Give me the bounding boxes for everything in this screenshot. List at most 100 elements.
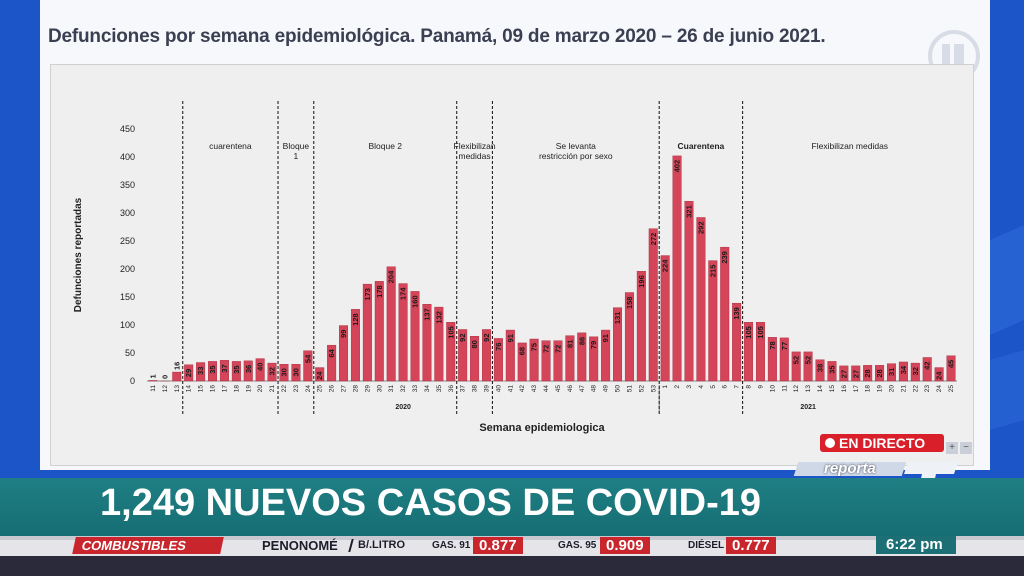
y-tick-label: 250 xyxy=(120,236,135,246)
x-tick-label: 18 xyxy=(233,385,240,393)
bar xyxy=(481,329,491,382)
x-tick-label: 16 xyxy=(210,385,217,393)
bar-value-label: 131 xyxy=(613,312,622,325)
phase-label: Flexibilizan medidas xyxy=(812,141,889,151)
bar xyxy=(172,371,182,382)
x-tick-label: 29 xyxy=(364,385,371,393)
ticker-item-label: GAS. 95 xyxy=(558,540,597,551)
x-tick-label: 5 xyxy=(710,385,717,389)
bar xyxy=(327,344,337,382)
bar-value-label: 32 xyxy=(911,367,920,375)
x-tick-label: 26 xyxy=(329,385,336,393)
bar-value-label: 204 xyxy=(387,270,396,283)
ticker-item-price: 0.909 xyxy=(600,537,650,554)
bar-value-label: 92 xyxy=(482,333,491,341)
x-tick-label: 13 xyxy=(174,385,181,393)
x-tick-label: 38 xyxy=(472,385,479,393)
bar-value-label: 52 xyxy=(792,356,801,364)
x-tick-label: 2 xyxy=(674,385,681,389)
bar xyxy=(196,362,206,382)
x-tick-label: 23 xyxy=(293,385,300,393)
bar-value-label: 105 xyxy=(756,326,765,339)
x-tick-label: 22 xyxy=(281,385,288,393)
bar xyxy=(732,302,742,382)
x-tick-label: 25 xyxy=(317,385,324,393)
bar xyxy=(946,355,956,382)
bar-value-label: 37 xyxy=(220,364,229,372)
x-tick-label: 15 xyxy=(198,385,205,393)
x-tick-label: 9 xyxy=(757,385,764,389)
bar-value-label: 34 xyxy=(899,365,908,374)
brand-word: reporta xyxy=(824,460,876,477)
bar xyxy=(613,307,623,382)
phase-label: Bloque xyxy=(283,141,310,151)
headline: 1,249 NUEVOS CASOS DE COVID-19 xyxy=(100,482,761,524)
bar xyxy=(148,380,158,382)
bar-value-label: 27 xyxy=(839,370,848,378)
bar-value-label: 36 xyxy=(244,365,253,373)
bar xyxy=(767,337,777,382)
x-tick-label: 25 xyxy=(948,385,955,393)
x-tick-label: 13 xyxy=(805,385,812,393)
bar xyxy=(231,361,241,382)
y-tick-label: 300 xyxy=(120,208,135,218)
bar-value-label: 42 xyxy=(923,361,932,369)
x-tick-label: 1 xyxy=(662,385,669,389)
y-axis-label: Defunciones reportadas xyxy=(73,197,84,312)
zoom-in-button[interactable]: + xyxy=(946,442,958,454)
bar-value-label: 91 xyxy=(601,334,610,342)
bar xyxy=(779,337,789,382)
bar xyxy=(529,338,539,382)
x-tick-label: 4 xyxy=(698,385,705,389)
bar-value-label: 78 xyxy=(768,341,777,349)
bar-value-label: 77 xyxy=(780,342,789,350)
bar-value-label: 178 xyxy=(375,285,384,298)
x-tick-label: 7 xyxy=(734,385,741,389)
bar xyxy=(696,217,706,382)
bar-value-label: 75 xyxy=(530,343,539,351)
bar-value-label: 174 xyxy=(399,287,408,300)
bar-value-label: 272 xyxy=(649,233,658,246)
x-tick-label: 17 xyxy=(853,385,860,393)
bar xyxy=(934,367,944,382)
x-tick-label: 20 xyxy=(257,385,264,393)
x-tick-label: 12 xyxy=(793,385,800,393)
bar-value-label: 86 xyxy=(577,337,586,345)
bar xyxy=(875,365,885,382)
bar xyxy=(553,340,563,382)
x-tick-label: 19 xyxy=(877,385,884,393)
year-label: 2020 xyxy=(395,404,411,411)
bar-value-label: 196 xyxy=(637,275,646,288)
phase-label: 1 xyxy=(294,151,299,161)
x-tick-label: 19 xyxy=(245,385,252,393)
ticker-item-price: 0.777 xyxy=(726,537,776,554)
bar-value-label: 91 xyxy=(506,334,515,342)
x-tick-label: 10 xyxy=(769,385,776,393)
bar xyxy=(863,365,873,382)
bar-value-label: 24 xyxy=(935,371,944,380)
bar-value-label: 292 xyxy=(696,221,705,234)
bar xyxy=(350,309,360,382)
x-tick-label: 21 xyxy=(269,385,276,393)
y-tick-label: 0 xyxy=(130,376,135,386)
bar xyxy=(410,291,420,382)
bar-value-label: 33 xyxy=(196,367,205,375)
x-axis-label: Semana epidemiologica xyxy=(479,422,605,434)
ticker-item-price: 0.877 xyxy=(473,537,523,554)
bar xyxy=(577,332,587,382)
bar xyxy=(339,325,349,382)
x-tick-label: 14 xyxy=(186,385,193,393)
x-tick-label: 43 xyxy=(531,385,538,393)
bar xyxy=(803,351,813,382)
x-tick-label: 11 xyxy=(781,385,788,392)
x-tick-label: 23 xyxy=(924,385,931,393)
bar xyxy=(827,361,837,382)
phase-label: medidas xyxy=(459,151,491,161)
ticker-item-label: DIÉSEL xyxy=(688,540,725,551)
zoom-out-button[interactable]: − xyxy=(960,442,972,454)
x-tick-label: 34 xyxy=(424,385,431,393)
bar xyxy=(446,322,456,382)
bar-value-label: 158 xyxy=(625,297,634,310)
